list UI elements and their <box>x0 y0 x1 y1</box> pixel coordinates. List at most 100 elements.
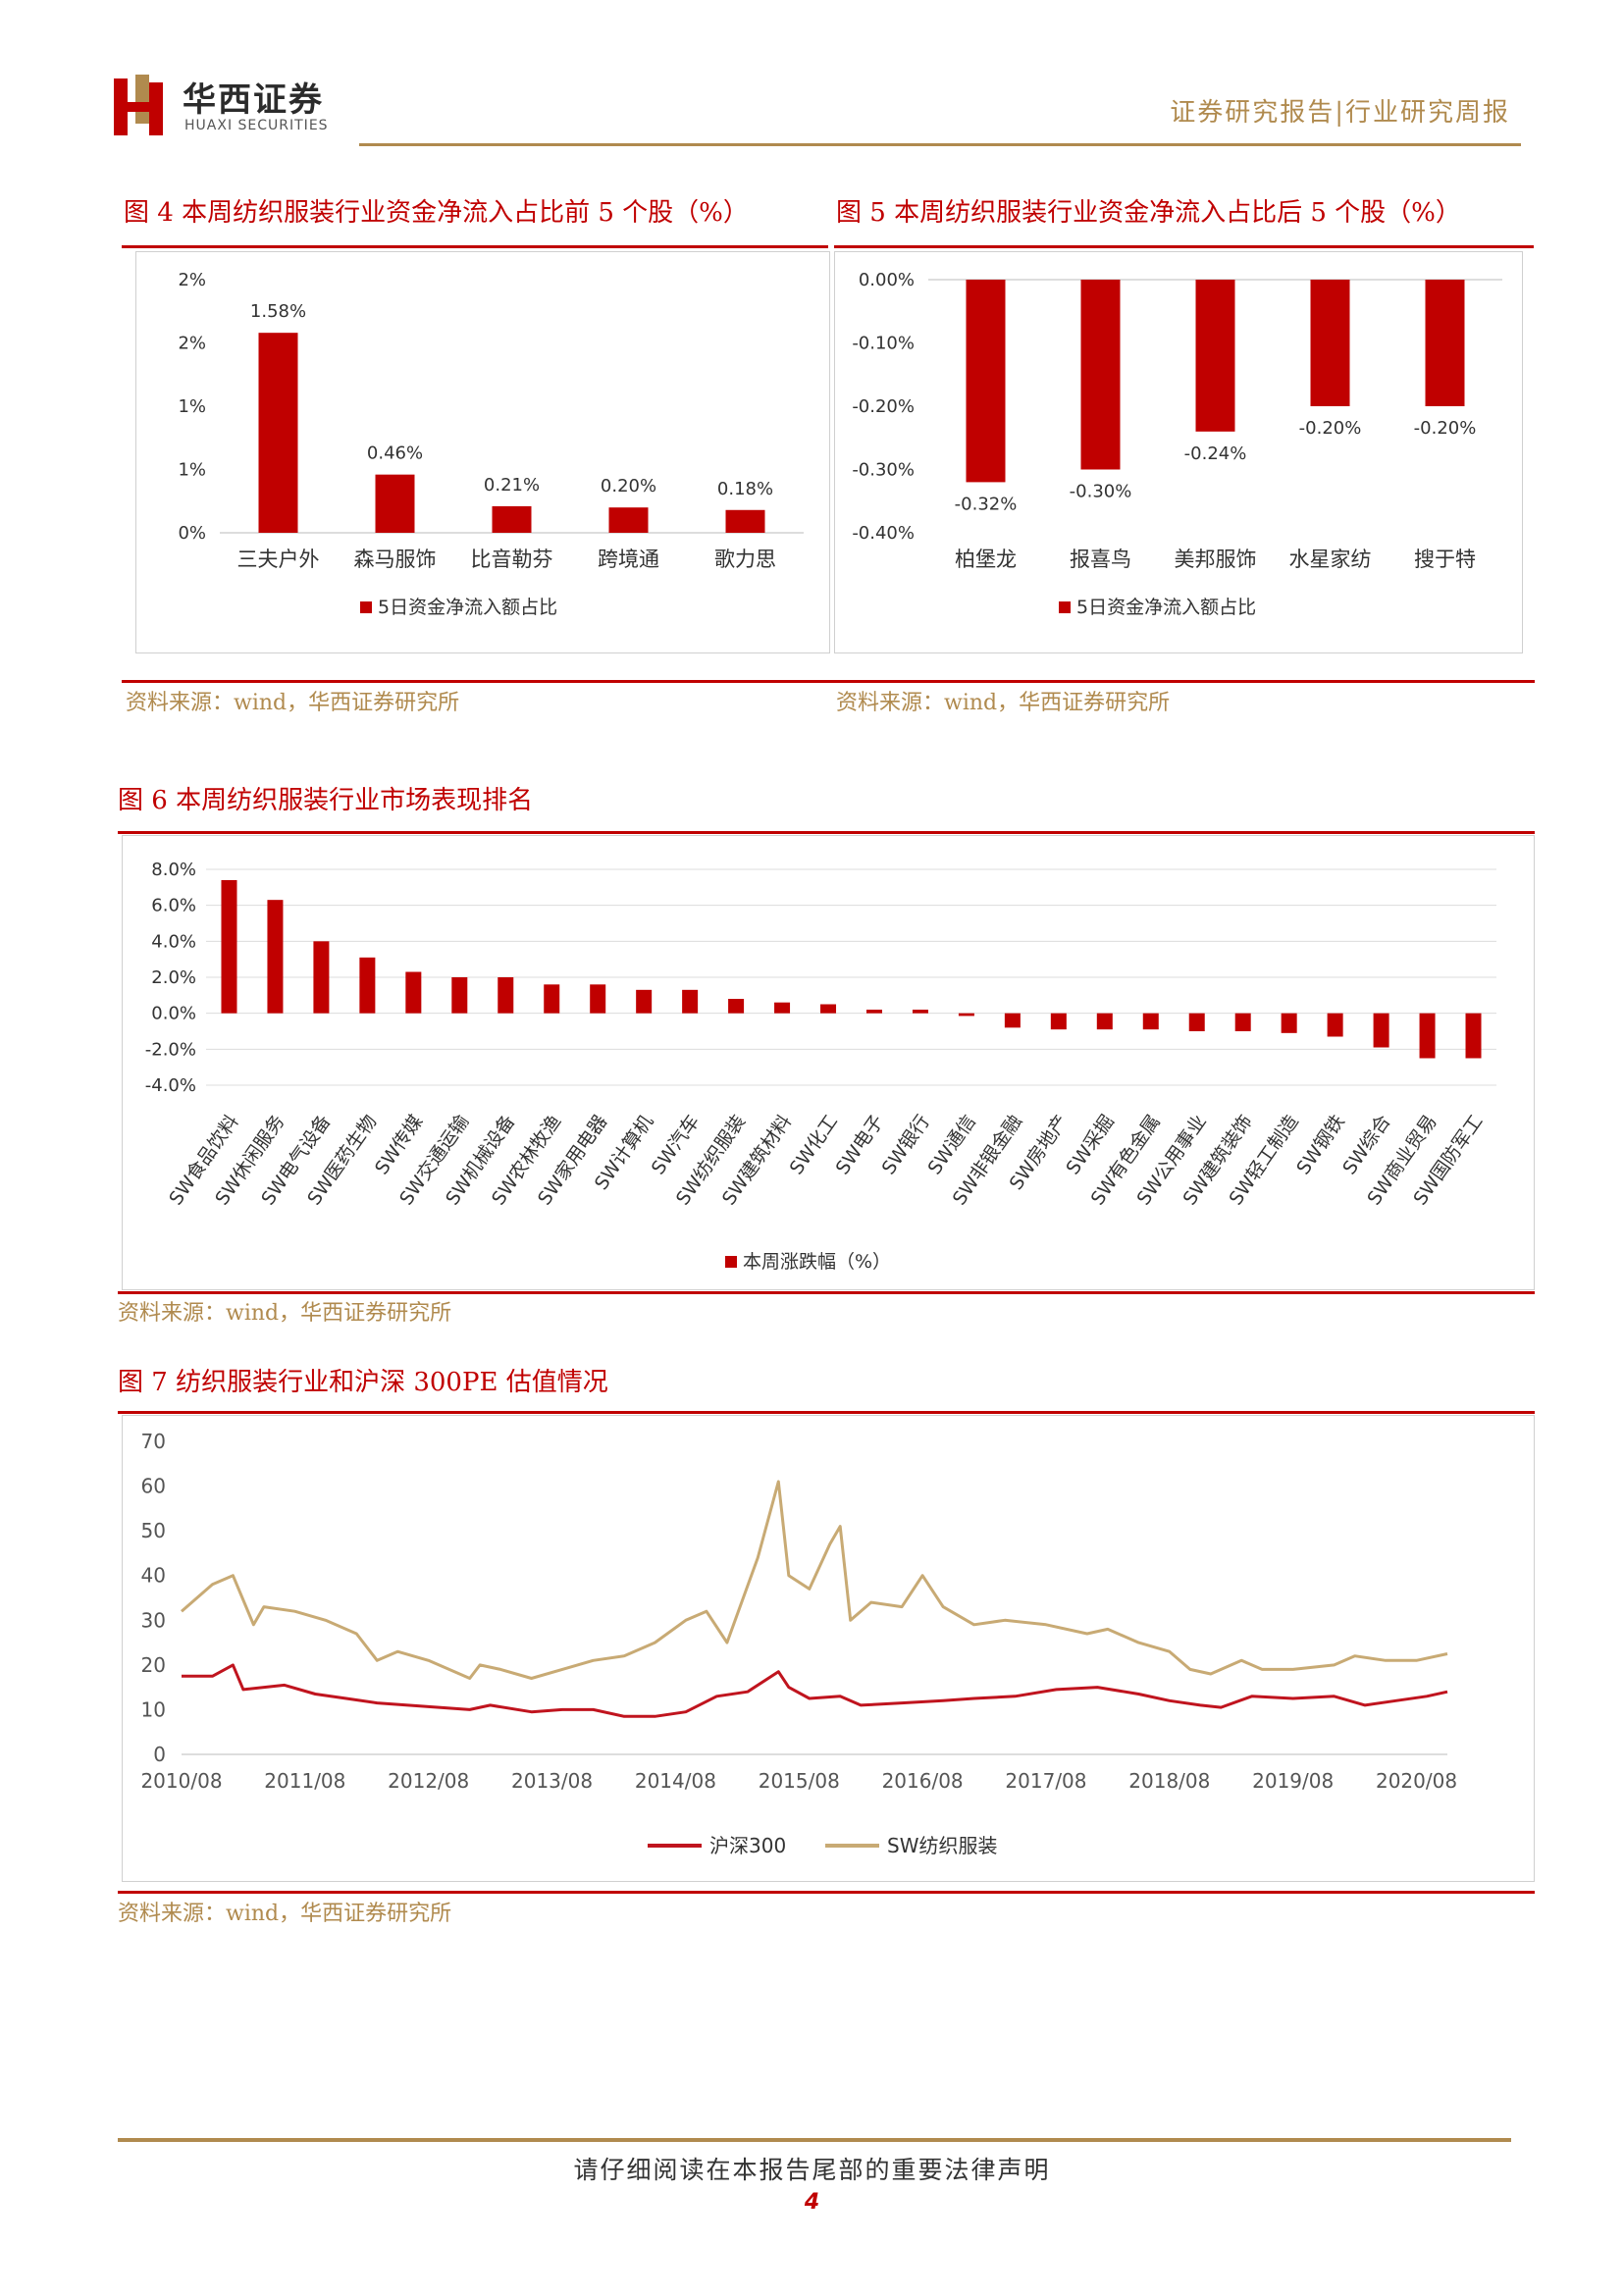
legend-label: 5日资金净流入额占比 <box>1076 597 1256 618</box>
hs300-line <box>182 1663 1448 1718</box>
fig5-chart: 0.00% -0.10% -0.20% -0.30% -0.40% -0.32% 柏堡龙 -0… <box>852 270 1502 618</box>
bar <box>865 1010 882 1014</box>
fig6-chart-box: 8.0% 6.0% 4.0% 2.0% 0.0% -2.0% -4.0% SW食品饮料 SW休闲… <box>122 835 1535 1290</box>
bar <box>1419 1013 1436 1059</box>
legend-swatch <box>360 601 372 613</box>
x-tick-label: 2020/08 <box>1376 1769 1457 1793</box>
x-tick-label: 2010/08 <box>140 1769 222 1793</box>
bar <box>1327 1013 1343 1037</box>
fig4-chart: 2% 2% 1% 1% 0% 1.58% 三夫户外 0.46% 森马服饰 0.21% 比音勒芬 0.2… <box>178 270 804 618</box>
category-label: 跨境通 <box>598 548 659 571</box>
bar <box>1096 1013 1113 1030</box>
y-tick-label: -0.30% <box>852 460 915 481</box>
footer-disclaimer: 请仔细阅读在本报告尾部的重要法律声明 <box>573 2156 1051 2184</box>
company-name-en: HUAXI SECURITIES <box>184 118 329 133</box>
footer-divider <box>118 2138 1511 2142</box>
fig5-title: 图 5 本周纺织服装行业资金净流入占比后 5 个股（%） <box>836 198 1461 228</box>
bar <box>375 474 415 533</box>
y-tick-label: 10 <box>141 1697 166 1721</box>
y-tick-label: 0.00% <box>859 270 915 290</box>
legend-label: SW纺织服装 <box>887 1834 997 1857</box>
bar <box>1281 1013 1297 1033</box>
huaxi-logo-icon <box>114 75 163 135</box>
y-tick-label: 8.0% <box>151 860 196 880</box>
y-tick-label: 0.0% <box>151 1004 196 1024</box>
fig7-source: 资料来源：wind，华西证券研究所 <box>118 1902 452 1926</box>
y-tick-label: -0.20% <box>852 396 915 417</box>
category-label: 水星家纺 <box>1289 548 1372 571</box>
bar <box>1050 1013 1067 1030</box>
bar <box>313 941 330 1014</box>
fig6-title: 图 6 本周纺织服装行业市场表现排名 <box>118 786 534 815</box>
y-tick-label: 50 <box>141 1519 166 1542</box>
bar <box>958 1013 974 1017</box>
category-label: 三夫户外 <box>237 548 320 571</box>
fig7-top-rule <box>118 1411 1535 1414</box>
category-label: 美邦服饰 <box>1175 548 1257 571</box>
fig4-title: 图 4 本周纺织服装行业资金净流入占比前 5 个股（%） <box>124 198 749 228</box>
fig4-top-rule <box>122 245 828 248</box>
bar <box>492 505 532 533</box>
y-tick-label: 0 <box>153 1743 166 1766</box>
bar <box>1004 1013 1021 1028</box>
fig6-top-rule <box>118 831 1535 834</box>
y-tick-label: 60 <box>141 1475 166 1498</box>
bar <box>498 977 514 1014</box>
x-tick-label: 2016/08 <box>882 1769 964 1793</box>
bar <box>544 984 560 1014</box>
category-label: 歌力思 <box>714 548 776 571</box>
x-tick-label: 2018/08 <box>1128 1769 1210 1793</box>
data-label: 0.21% <box>484 475 540 496</box>
bar <box>1373 1013 1389 1048</box>
y-tick-label: -0.40% <box>852 523 915 544</box>
category-label: 森马服饰 <box>354 548 437 571</box>
x-tick-label: 2015/08 <box>759 1769 840 1793</box>
legend-label: 本周涨跌幅（%） <box>743 1251 891 1273</box>
legend-swatch <box>725 1256 737 1268</box>
y-tick-label: 70 <box>141 1430 166 1453</box>
sw-textile-line <box>181 1480 1448 1680</box>
fig4-5-bottom-rule <box>122 680 1535 683</box>
x-tick-label: 2012/08 <box>388 1769 469 1793</box>
fig4-source: 资料来源：wind，华西证券研究所 <box>126 691 460 715</box>
header-divider <box>359 143 1521 146</box>
fig7-chart-box: 70 60 50 40 30 20 10 0 2010/08 2011/08 2012/08 2013… <box>122 1415 1535 1882</box>
fig6-bottom-rule <box>118 1291 1535 1294</box>
data-label: -0.32% <box>955 494 1018 514</box>
data-label: 0.18% <box>717 479 773 499</box>
data-label: -0.24% <box>1184 444 1247 464</box>
y-tick-label: 30 <box>141 1608 166 1632</box>
bar <box>258 333 298 533</box>
bar <box>682 989 699 1014</box>
fig4-chart-box: 2% 2% 1% 1% 0% 1.58% 三夫户外 0.46% 森马服饰 0.21% 比音勒芬 0.2… <box>135 251 830 653</box>
bar <box>912 1010 928 1014</box>
fig5-source: 资料来源：wind，华西证券研究所 <box>836 691 1171 715</box>
bar <box>451 977 468 1014</box>
legend-label: 沪深300 <box>709 1834 786 1857</box>
x-tick-label: 2017/08 <box>1005 1769 1086 1793</box>
data-label: -0.20% <box>1299 418 1362 439</box>
bar <box>1310 280 1350 406</box>
bar <box>1234 1013 1251 1031</box>
x-tick-label: 2019/08 <box>1252 1769 1334 1793</box>
y-tick-label: 1% <box>178 396 206 417</box>
y-tick-label: 2% <box>178 270 206 290</box>
category-label: 报喜鸟 <box>1070 548 1131 571</box>
x-tick-label: 2011/08 <box>264 1769 345 1793</box>
data-label: -0.20% <box>1414 418 1477 439</box>
data-label: 0.20% <box>601 476 656 496</box>
fig5-top-rule <box>834 245 1534 248</box>
company-name-cn: 华西证券 <box>183 80 324 120</box>
bar <box>1080 280 1121 470</box>
bar <box>725 509 765 533</box>
y-tick-label: 20 <box>141 1653 166 1677</box>
bar <box>1425 280 1465 406</box>
fig7-title: 图 7 纺织服装行业和沪深 300PE 估值情况 <box>118 1368 608 1397</box>
fig6-chart: 8.0%6.0%4.0%2.0%0.0%-2.0%-4.0%SW食品饮料SW休闲… <box>145 860 1496 1273</box>
x-tick-label: 2014/08 <box>635 1769 716 1793</box>
bar <box>590 984 606 1014</box>
fig7-chart: 70 60 50 40 30 20 10 0 2010/08 2011/08 2012/08 2013… <box>140 1430 1457 1857</box>
legend-swatch <box>1059 601 1071 613</box>
bar <box>267 900 284 1014</box>
y-tick-label: 40 <box>141 1564 166 1588</box>
